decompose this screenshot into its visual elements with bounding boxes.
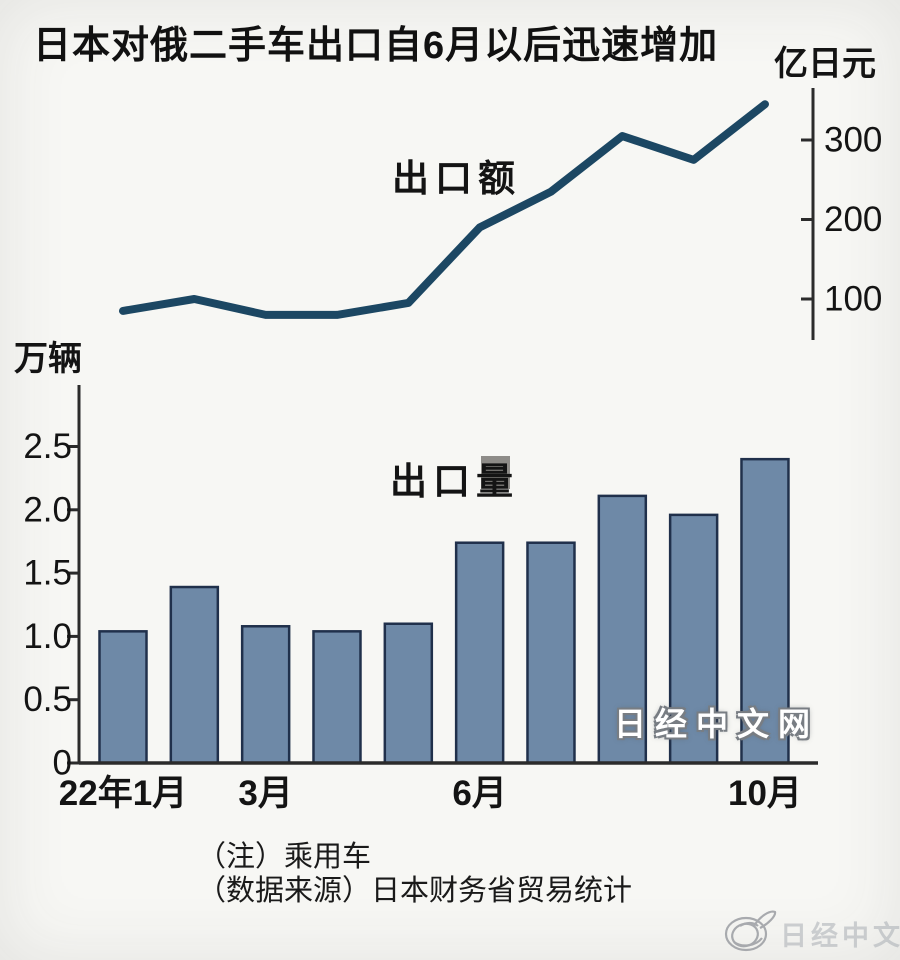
bar-chart-tick-label: 1.5 (23, 554, 72, 593)
watermark-smudge (481, 456, 510, 489)
source-notes: （注）乘用车 （数据来源）日本财务省贸易统计 (197, 840, 632, 908)
bar-month-7 (526, 541, 576, 765)
bar-month-4 (312, 630, 362, 765)
line-chart-tick-label: 200 (824, 200, 882, 239)
x-axis-label: 6月 (452, 774, 506, 813)
note-line-1: （注）乘用车 (197, 841, 372, 873)
bar-chart-tick-label: 2.5 (23, 427, 72, 466)
bar-month-1 (98, 630, 148, 765)
line-chart-tick-label: 100 (824, 280, 882, 319)
bar-month-10 (740, 457, 790, 765)
note-line-2: （数据来源）日本财务省贸易统计 (197, 875, 633, 907)
bar-chart-tick-label: 1.0 (23, 617, 72, 656)
bar-month-6 (454, 541, 505, 765)
x-axis-label: 10月 (728, 774, 802, 813)
bar-unit-label: 万辆 (14, 340, 82, 378)
watermark: 日经中文网 (614, 706, 820, 742)
bar-chart-tick-label: 0 (53, 744, 72, 783)
bar-month-2 (169, 585, 220, 765)
export-value-line (119, 100, 769, 319)
bar-month-5 (383, 622, 434, 765)
line-unit-label: 亿日元 (774, 45, 876, 83)
bar-series-label: 出口量 (390, 461, 519, 502)
bar-chart-tick-label: 0.5 (23, 680, 72, 719)
nikkei-logo-icon (724, 910, 777, 952)
bar-month-9 (668, 513, 719, 765)
line-series-label: 出口额 (392, 158, 521, 199)
bar-month-8 (597, 494, 648, 765)
bar-month-3 (240, 625, 291, 765)
chart-title: 日本对俄二手车出口自6月以后迅速增加 (33, 25, 719, 67)
footer-watermark: 日经中文网 (780, 921, 900, 951)
line-chart-tick-label: 300 (824, 121, 882, 160)
bar-chart-tick-label: 2.0 (23, 490, 72, 529)
x-axis-label: 22年1月 (59, 774, 187, 813)
x-axis-label: 3月 (238, 774, 292, 813)
